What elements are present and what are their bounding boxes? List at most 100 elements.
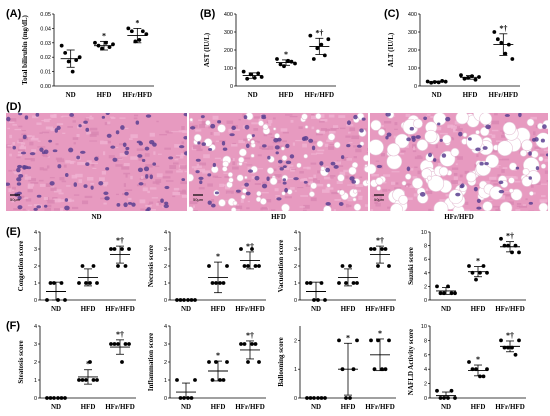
cytoplasm-texture — [311, 153, 318, 155]
cytoplasm-texture — [12, 186, 16, 190]
data-point — [123, 342, 128, 346]
cytoplasm-texture — [514, 180, 521, 183]
nucleus — [105, 113, 110, 116]
fat-vacuole — [510, 188, 523, 201]
data-point — [66, 59, 71, 64]
cytoplasm-texture — [242, 113, 245, 117]
y-tick-label: 200 — [408, 48, 417, 54]
data-point — [107, 45, 112, 50]
cytoplasm-texture — [72, 137, 79, 140]
cytoplasm-texture — [39, 167, 44, 171]
nucleus — [261, 114, 266, 118]
fat-vacuole — [508, 162, 518, 171]
cytoplasm-texture — [412, 144, 417, 149]
cytoplasm-texture — [181, 141, 185, 144]
fat-vacuole — [250, 139, 255, 145]
fat-vacuole — [189, 173, 194, 182]
cytoplasm-texture — [455, 163, 458, 166]
nucleus — [445, 116, 451, 122]
cytoplasm-texture — [318, 121, 325, 123]
fat-vacuole — [247, 138, 251, 142]
panel-label: (E) — [6, 226, 21, 238]
cytoplasm-texture — [73, 142, 76, 145]
fat-vacuole — [540, 163, 547, 169]
cytoplasm-texture — [336, 180, 343, 185]
cytoplasm-texture — [318, 130, 326, 134]
cytoplasm-texture — [173, 187, 180, 191]
cytoplasm-texture — [72, 206, 79, 210]
nucleus — [476, 206, 482, 210]
cytoplasm-texture — [405, 197, 413, 200]
nucleus — [101, 115, 106, 119]
cytoplasm-texture — [375, 202, 381, 207]
y-tick-label: 400 — [224, 12, 233, 18]
cytoplasm-texture — [246, 164, 253, 166]
cytoplasm-texture — [61, 180, 67, 183]
fat-vacuole — [222, 160, 229, 168]
x-tick-label: ND — [441, 305, 451, 313]
data-point — [470, 74, 474, 78]
cytoplasm-texture — [406, 185, 409, 188]
cytoplasm-texture — [72, 161, 76, 163]
cytoplasm-texture — [156, 181, 160, 185]
data-point — [63, 298, 67, 302]
cytoplasm-texture — [31, 149, 37, 153]
data-point — [63, 50, 68, 55]
cytoplasm-texture — [261, 181, 268, 184]
cytoplasm-texture — [379, 196, 383, 201]
nucleus — [190, 126, 196, 130]
cytoplasm-texture — [58, 192, 64, 195]
cytoplasm-texture — [439, 132, 448, 135]
cytoplasm-texture — [294, 190, 297, 192]
data-point — [322, 53, 327, 58]
cytoplasm-texture — [27, 135, 32, 137]
cytoplasm-texture — [241, 185, 249, 188]
nucleus — [376, 164, 383, 169]
cytoplasm-texture — [73, 194, 80, 196]
cytoplasm-texture — [70, 160, 74, 165]
cytoplasm-texture — [505, 175, 514, 179]
cytoplasm-texture — [260, 114, 265, 116]
cytoplasm-texture — [382, 181, 387, 184]
nucleus — [160, 198, 164, 203]
cytoplasm-texture — [81, 200, 89, 205]
fat-vacuole — [465, 171, 477, 183]
data-point — [218, 281, 222, 285]
cytoplasm-texture — [41, 152, 48, 156]
cytoplasm-texture — [202, 121, 208, 124]
fat-vacuole — [320, 166, 325, 171]
nucleus — [106, 133, 112, 138]
micrograph-caption: ND — [91, 213, 102, 221]
nucleus — [49, 181, 55, 186]
significance-mark: *† — [506, 232, 514, 241]
cytoplasm-texture — [8, 120, 15, 124]
cytoplasm-texture — [86, 131, 92, 135]
cytoplasm-texture — [232, 161, 236, 166]
cytoplasm-texture — [410, 168, 414, 171]
cytoplasm-texture — [299, 206, 305, 208]
cytoplasm-texture — [495, 208, 500, 211]
cytoplasm-texture — [145, 204, 152, 207]
y-tick-label: 3 — [294, 247, 297, 253]
nucleus — [221, 141, 226, 146]
cytoplasm-texture — [451, 167, 459, 170]
nucleus — [282, 165, 287, 169]
cytoplasm-texture — [412, 150, 417, 153]
cytoplasm-texture — [334, 199, 342, 201]
data-point — [312, 396, 316, 400]
cytoplasm-texture — [370, 209, 374, 211]
cytoplasm-texture — [184, 170, 187, 173]
scale-bar-label: 50μm — [10, 197, 21, 202]
fat-vacuole — [242, 188, 248, 194]
cytoplasm-texture — [528, 155, 531, 157]
cytoplasm-texture — [39, 132, 44, 134]
cytoplasm-texture — [207, 183, 213, 187]
cytoplasm-texture — [465, 201, 469, 205]
cytoplasm-texture — [457, 156, 463, 160]
data-point — [95, 378, 99, 382]
y-tick-label: 100 — [408, 66, 417, 72]
data-point — [116, 342, 120, 346]
data-point — [383, 247, 388, 251]
nucleus — [69, 113, 75, 117]
data-point — [442, 396, 446, 400]
